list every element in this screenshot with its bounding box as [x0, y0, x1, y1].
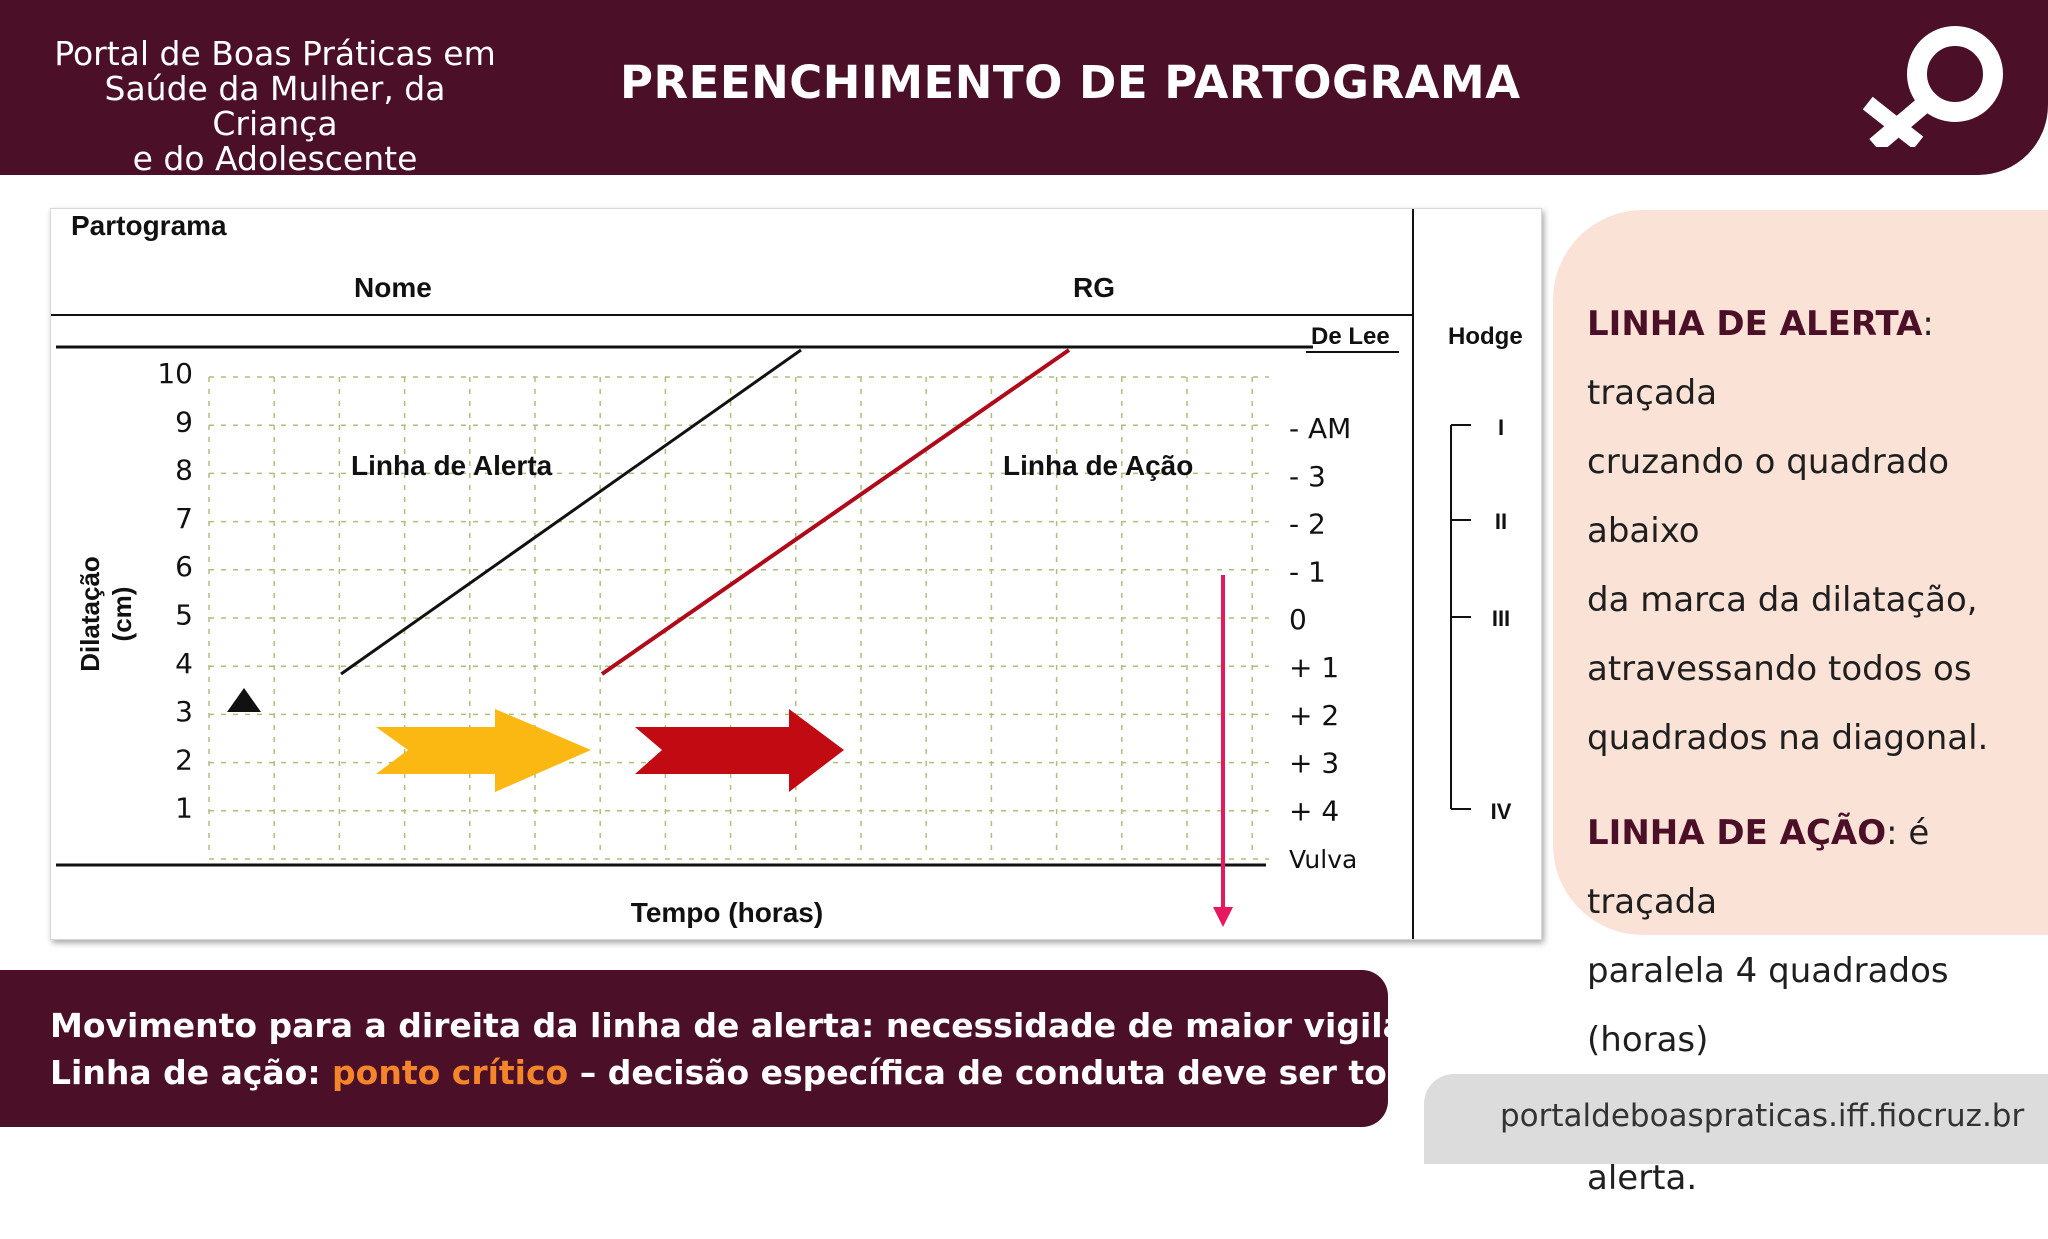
hodge-label: Hodge [1448, 323, 1523, 350]
y-tick-labels: 10 9 8 7 6 5 4 3 2 1 [157, 357, 193, 825]
y-axis-label: Dilatação (cm) [75, 556, 137, 672]
delee-tick-label: - AM [1289, 412, 1351, 445]
action-text-1: : é traçada [1587, 813, 1930, 922]
partograma-heading: Partograma [71, 210, 227, 241]
delee-label: De Lee [1311, 323, 1390, 350]
portal-title: Portal de Boas Práticas em Saúde da Mulh… [40, 36, 510, 176]
hodge-level-label: II [1495, 509, 1507, 534]
hodge-level-label: IV [1491, 799, 1512, 824]
alert-text-4: atravessando todos os [1587, 649, 1972, 689]
hodge-level-label: I [1498, 415, 1504, 440]
alert-line [340, 348, 802, 676]
critical-point-highlight: ponto crítico [332, 1053, 569, 1092]
alert-description: LINHA DE ALERTA: traçada cruzando o quad… [1587, 290, 2047, 773]
y-axis-label-line1: Dilatação [75, 556, 105, 672]
y-tick-label: 6 [175, 550, 193, 583]
delee-tick-label: + 2 [1289, 699, 1339, 732]
bottom-note-bar [0, 970, 1388, 1127]
delee-tick-label: - 3 [1289, 460, 1326, 493]
yellow-arrow [376, 709, 591, 792]
info-box [1553, 210, 2048, 935]
action-line [600, 348, 1071, 676]
rg-label: RG [1073, 272, 1115, 303]
delee-tick-label: - 1 [1289, 555, 1326, 588]
delee-tick-label: - 2 [1289, 508, 1326, 541]
portal-title-line1: Portal de Boas Práticas em [54, 34, 496, 73]
alert-text-5: quadrados na diagonal. [1587, 718, 1989, 758]
y-tick-label: 9 [175, 405, 193, 438]
action-title: LINHA DE AÇÃO [1587, 813, 1887, 853]
bottom-note: Movimento para a direita da linha de ale… [50, 1002, 1502, 1096]
portal-title-line2: Saúde da Mulher, da Criança [104, 69, 446, 143]
y-tick-label: 1 [175, 792, 193, 825]
dilatation-marker [227, 688, 261, 712]
portal-title-line3: e do Adolescente [132, 139, 418, 178]
y-tick-label: 2 [175, 743, 193, 776]
delee-tick-label: + 3 [1289, 747, 1339, 780]
delee-tick-labels: - AM - 3 - 2 - 1 0 + 1 + 2 + 3 + 4 Vulva [1289, 412, 1357, 874]
partograma-figure: Partograma Nome RG De Lee Hodge Dilataçã… [50, 208, 1542, 940]
delee-tick-label: + 4 [1289, 794, 1339, 827]
bottom-note-line2: Linha de ação: ponto crítico – decisão e… [50, 1049, 1502, 1096]
slide-title: PREENCHIMENTO DE PARTOGRAMA [620, 56, 1521, 109]
y-tick-label: 10 [157, 357, 193, 390]
bottom-note-line2-a: Linha de ação: [50, 1053, 333, 1092]
y-tick-label: 8 [175, 454, 193, 487]
bottom-note-line1: Movimento para a direita da linha de ale… [50, 1006, 1482, 1045]
footer-url[interactable]: portaldeboaspraticas.iff.fiocruz.br [1500, 1098, 2025, 1134]
action-text-2: paralela 4 quadrados (horas) [1587, 951, 1949, 1060]
action-line-label: Linha de Ação [1003, 450, 1193, 481]
alert-text-3: da marca da dilatação, [1587, 580, 1978, 620]
header-bar [0, 0, 2048, 175]
alert-text-1: : traçada [1587, 304, 1934, 413]
y-tick-label: 5 [175, 599, 193, 632]
delee-tick-label: 0 [1289, 603, 1307, 636]
x-axis-label: Tempo (horas) [631, 897, 823, 928]
hodge-scale [1450, 424, 1471, 810]
alert-line-label: Linha de Alerta [351, 450, 553, 481]
y-tick-label: 4 [175, 647, 193, 680]
delee-tick-label: + 1 [1289, 651, 1339, 684]
y-axis-label-line2: (cm) [107, 587, 137, 642]
y-tick-label: 3 [175, 695, 193, 728]
alert-title: LINHA DE ALERTA [1587, 304, 1923, 344]
bottom-note-line2-b: – decisão específica de conduta deve ser… [568, 1053, 1502, 1092]
alert-text-2: cruzando o quadrado abaixo [1587, 442, 1949, 551]
partograma-diagram: Partograma Nome RG De Lee Hodge Dilataçã… [51, 209, 1523, 939]
red-arrow [635, 709, 844, 792]
nome-label: Nome [354, 272, 432, 303]
hodge-level-label: III [1492, 606, 1510, 631]
url-bar [1424, 1074, 2048, 1164]
y-tick-label: 7 [175, 502, 193, 535]
delee-tick-label: Vulva [1289, 845, 1357, 874]
female-symbol-magnifier-icon [1862, 26, 2003, 147]
